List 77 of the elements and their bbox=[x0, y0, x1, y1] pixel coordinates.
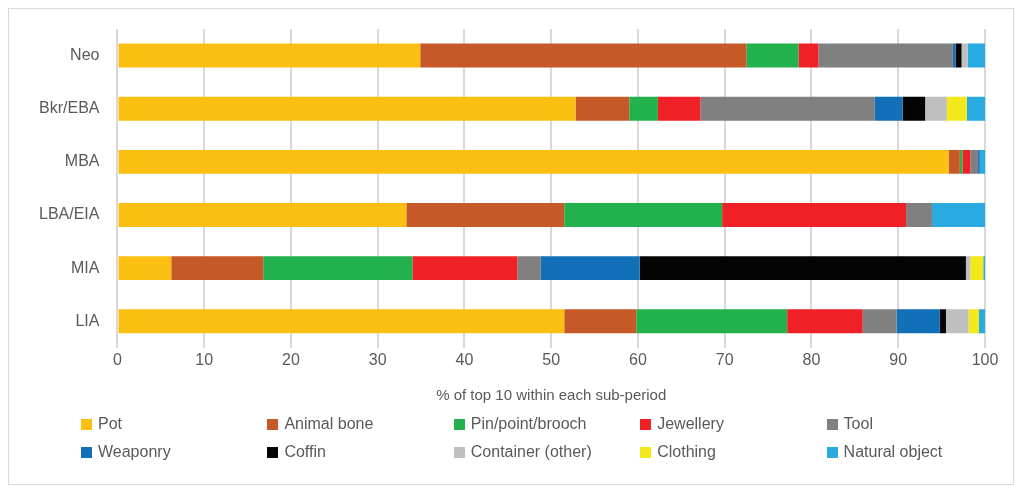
legend-label: Weaponry bbox=[98, 443, 171, 461]
x-tick-label: 0 bbox=[113, 350, 123, 368]
y-tick-label: Bkr/EBA bbox=[39, 99, 100, 117]
x-tick-label: 30 bbox=[368, 350, 387, 368]
bar bbox=[517, 256, 541, 281]
bar bbox=[657, 96, 701, 121]
bar bbox=[978, 309, 985, 334]
bar bbox=[967, 43, 985, 68]
bar bbox=[932, 203, 985, 227]
bar bbox=[263, 256, 413, 281]
bar bbox=[700, 96, 875, 121]
legend-label: Container (other) bbox=[470, 443, 592, 461]
bar bbox=[564, 203, 723, 227]
bar bbox=[952, 43, 956, 68]
legend-label: Pot bbox=[98, 415, 123, 433]
x-tick-label: 10 bbox=[195, 350, 214, 368]
bar bbox=[636, 309, 788, 334]
bar bbox=[955, 43, 962, 68]
x-axis-title: % of top 10 within each sub-period bbox=[436, 386, 667, 404]
legend-label: Natural object bbox=[843, 443, 943, 461]
bar bbox=[639, 256, 966, 281]
bar bbox=[564, 309, 637, 334]
bar bbox=[629, 96, 658, 121]
bar bbox=[406, 203, 565, 227]
bar bbox=[925, 96, 947, 121]
bar bbox=[945, 309, 969, 334]
legend-label: Pin/point/brooch bbox=[470, 415, 587, 433]
legend-label: Animal bone bbox=[284, 415, 374, 433]
bar bbox=[965, 256, 971, 281]
bar bbox=[118, 96, 576, 121]
bar bbox=[118, 203, 407, 227]
y-tick-label: LIA bbox=[75, 311, 100, 329]
x-tick-label: 70 bbox=[715, 350, 734, 368]
bar bbox=[970, 149, 979, 174]
bar bbox=[420, 43, 747, 68]
bar bbox=[906, 203, 933, 227]
bar bbox=[818, 43, 953, 68]
x-tick-label: 40 bbox=[455, 350, 474, 368]
legend-label: Clothing bbox=[657, 443, 716, 461]
bar bbox=[798, 43, 819, 68]
y-tick-label: LBA/EIA bbox=[38, 205, 100, 223]
bar bbox=[902, 96, 926, 121]
bar bbox=[722, 203, 907, 227]
bar bbox=[412, 256, 518, 281]
bar bbox=[171, 256, 264, 281]
bar bbox=[118, 256, 172, 281]
y-tick-label: Neo bbox=[70, 45, 100, 63]
bar bbox=[118, 43, 421, 68]
legend-label: Jewellery bbox=[657, 415, 724, 433]
bar bbox=[970, 256, 984, 281]
x-tick-label: 60 bbox=[629, 350, 647, 368]
x-tick-label: 80 bbox=[802, 350, 821, 368]
x-tick-label: 100 bbox=[971, 350, 999, 368]
bar bbox=[939, 309, 946, 334]
y-tick-label: MBA bbox=[64, 152, 100, 170]
bar bbox=[966, 96, 985, 121]
bar bbox=[118, 309, 565, 334]
bar bbox=[896, 309, 940, 334]
bar bbox=[961, 43, 968, 68]
bar bbox=[575, 96, 630, 121]
bar bbox=[874, 96, 903, 121]
bar bbox=[946, 96, 967, 121]
x-tick-label: 50 bbox=[542, 350, 561, 368]
bar bbox=[979, 149, 985, 174]
bar bbox=[787, 309, 863, 334]
bar bbox=[962, 149, 971, 174]
bar bbox=[968, 309, 979, 334]
bar bbox=[948, 149, 960, 174]
x-tick-label: 20 bbox=[282, 350, 300, 368]
bar bbox=[746, 43, 799, 68]
bar bbox=[540, 256, 640, 281]
y-tick-label: MIA bbox=[71, 258, 100, 276]
x-tick-label: 90 bbox=[889, 350, 908, 368]
bar bbox=[862, 309, 897, 334]
legend-label: Coffin bbox=[284, 443, 326, 461]
legend-label: Tool bbox=[843, 415, 873, 433]
bar bbox=[118, 149, 949, 174]
